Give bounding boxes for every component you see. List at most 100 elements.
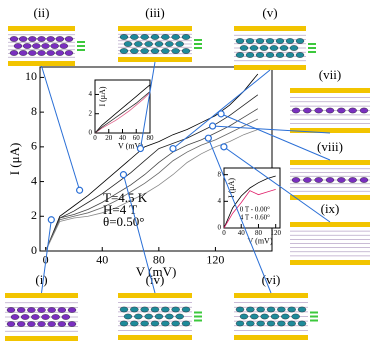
x-axis-title: V (mV) [118, 141, 143, 150]
vortex [303, 177, 312, 183]
x-tick-label: 0 [222, 229, 226, 237]
y-tick-label: 2 [31, 208, 37, 222]
vortex [47, 321, 56, 327]
vortex [37, 321, 46, 327]
vortex [16, 321, 26, 327]
state-marker [169, 144, 177, 153]
y-tick-label: 4 [89, 90, 93, 98]
electrode [118, 26, 192, 31]
x-axis-title: V (mV) [248, 236, 273, 245]
electrode [8, 26, 75, 31]
vortex [291, 107, 301, 114]
vortex [259, 45, 269, 51]
y-tick-label: 2 [89, 109, 93, 117]
vortex [297, 320, 307, 327]
panel-label: (i) [35, 272, 47, 287]
state-marker [220, 143, 228, 151]
vortex [161, 48, 170, 54]
vortex [256, 320, 265, 327]
series-line [223, 175, 276, 229]
vortex [181, 306, 191, 313]
vortex [245, 38, 255, 44]
connector [223, 146, 331, 223]
vortex [16, 307, 26, 313]
panel-label: (vi) [262, 272, 281, 287]
vortex [10, 314, 20, 320]
vortex [6, 321, 16, 327]
vortex [134, 313, 143, 320]
electrode [290, 128, 370, 133]
vortex [269, 45, 279, 51]
electrode [234, 65, 306, 70]
panel-label: (iii) [145, 5, 165, 20]
vortex [123, 313, 133, 320]
vortex [161, 306, 170, 313]
vortex [140, 320, 149, 327]
vortex [235, 320, 245, 327]
vortex [37, 50, 46, 56]
vortex [250, 313, 259, 320]
y-tick-label: 0 [89, 129, 93, 137]
vortex [144, 313, 153, 320]
y-tick-label: 0 [218, 224, 222, 232]
vortex [46, 50, 55, 56]
vortex [130, 48, 139, 54]
state-marker [47, 216, 55, 224]
electrode [118, 293, 192, 298]
vortex [175, 41, 184, 47]
electrode [290, 222, 370, 227]
connector [139, 61, 156, 149]
vortex [275, 52, 285, 58]
legend-entry: 4 T - 0.60° [240, 214, 270, 222]
x-tick-label: 80 [153, 252, 165, 266]
series-line [45, 73, 259, 252]
vortex [41, 43, 50, 49]
vortex [130, 34, 139, 40]
vortex [13, 43, 23, 49]
x-tick-label: 20 [105, 134, 113, 142]
x-axis-title: V (mV) [136, 264, 177, 279]
state-marker [136, 144, 145, 153]
vortex [359, 177, 369, 183]
vortex [265, 38, 275, 44]
vortex [134, 41, 143, 47]
x-tick-label: 40 [96, 252, 108, 266]
vortex [277, 306, 286, 313]
vortex [20, 314, 30, 320]
vortex [239, 45, 249, 51]
vortex [348, 177, 357, 183]
vortex [270, 313, 280, 320]
vortex [314, 107, 323, 114]
x-tick-label: 40 [238, 229, 246, 237]
vortex [150, 320, 160, 327]
vortex [9, 50, 19, 56]
vortex [266, 320, 276, 327]
y-axis-title: I (μA) [98, 86, 107, 106]
vortex [175, 313, 184, 320]
vortex [165, 41, 174, 47]
vortex [277, 320, 286, 327]
panel-label: (ii) [34, 5, 50, 20]
vortex [314, 177, 323, 183]
vortex [255, 38, 265, 44]
electrode [5, 293, 78, 298]
vortex [359, 107, 369, 114]
vortex [285, 52, 295, 58]
panel-label: (iv) [146, 272, 165, 287]
vortex [154, 313, 164, 320]
vortex [51, 314, 60, 320]
vortex [130, 320, 139, 327]
electrode [234, 293, 308, 298]
vortex [37, 307, 46, 313]
inset-frame [223, 167, 281, 229]
vortex [255, 52, 265, 58]
vortex [285, 38, 295, 44]
vortex [245, 52, 255, 58]
vortex [119, 48, 129, 54]
y-tick-label: 4 [31, 173, 37, 187]
vortex [140, 306, 149, 313]
series-line [45, 108, 259, 252]
vortex [291, 177, 301, 183]
x-tick-label: 80 [147, 134, 155, 142]
